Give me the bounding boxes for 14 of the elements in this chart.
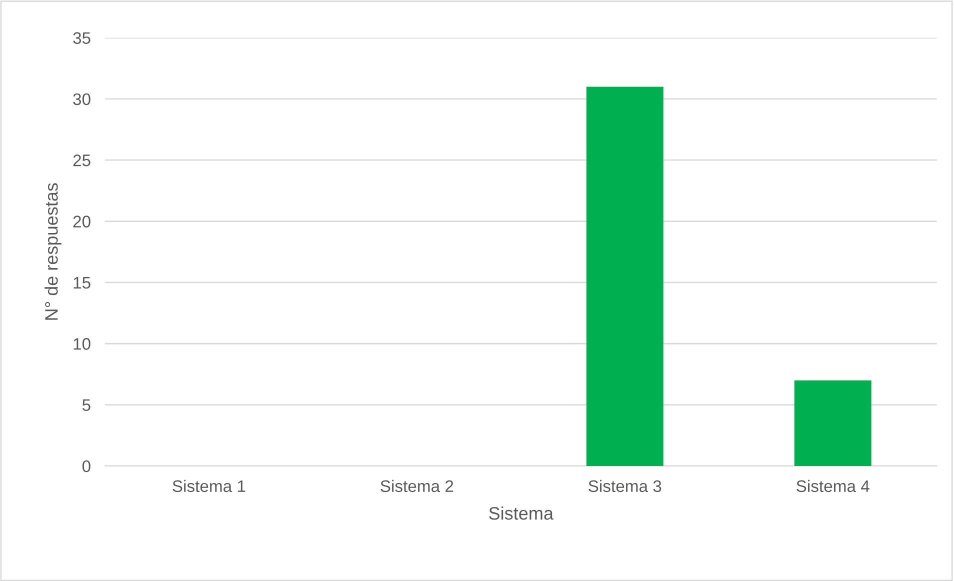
x-axis-title: Sistema	[489, 506, 554, 520]
y-tick-label: 30	[73, 93, 90, 106]
x-tick-label: Sistema 2	[380, 480, 454, 492]
y-axis-title: N° de respuestas	[44, 183, 62, 320]
y-tick-label: 15	[74, 277, 90, 289]
x-tick-label: Sistema 3	[588, 480, 662, 492]
y-tick-label: 5	[82, 399, 90, 411]
y-tick-label: 35	[73, 32, 90, 44]
y-tick-label: 0	[82, 460, 90, 472]
y-tick-label: 20	[73, 216, 90, 228]
x-tick-label: Sistema 4	[796, 480, 870, 492]
y-tick-label: 10	[74, 338, 90, 350]
x-tick-label: Sistema 1	[172, 480, 246, 492]
y-tick-label: 25	[73, 154, 90, 166]
